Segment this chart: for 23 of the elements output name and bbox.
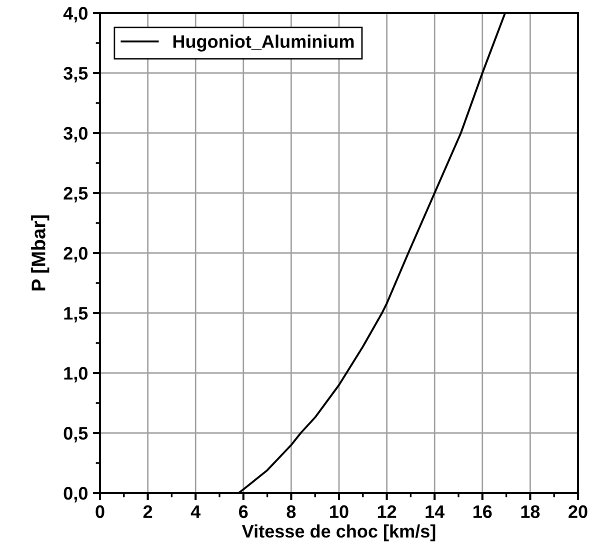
x-tick-label: 10 <box>330 505 348 518</box>
y-tick-label: 0,0 <box>64 486 88 502</box>
x-tick-label: 0 <box>96 505 104 518</box>
y-tick-label: 2,0 <box>64 246 88 262</box>
x-tick-label: 12 <box>378 505 396 518</box>
y-tick-label: 4,0 <box>63 6 88 22</box>
y-tick-label: 1,5 <box>64 307 88 322</box>
x-tick-label: 2 <box>143 505 152 518</box>
y-tick-label: 3,0 <box>64 126 88 142</box>
y-tick-label: 3,5 <box>64 66 88 82</box>
y-tick-label: 2,5 <box>64 186 88 202</box>
y-axis-title: P [Mbar] <box>31 215 50 290</box>
y-tick-label: 1,0 <box>64 366 88 382</box>
x-tick-label: 18 <box>521 505 540 518</box>
x-tick-label: 6 <box>239 505 248 518</box>
x-tick-label: 20 <box>568 505 588 518</box>
legend-label: Hugoniot_Aluminium <box>173 34 354 52</box>
x-tick-label: 4 <box>190 505 201 518</box>
x-tick-label: 8 <box>286 505 296 518</box>
y-tick-label: 0,5 <box>64 426 88 442</box>
x-tick-label: 14 <box>426 505 445 518</box>
x-axis-title: Vitesse de choc [km/s] <box>242 524 436 542</box>
x-tick-label: 16 <box>473 505 492 518</box>
